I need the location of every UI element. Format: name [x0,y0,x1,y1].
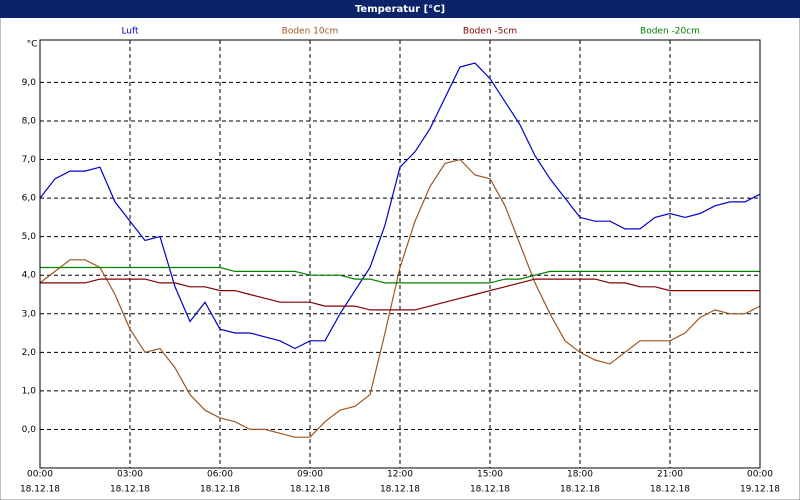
y-tick-label: 7,0 [22,155,37,165]
x-tick-date: 18.12.18 [560,485,600,495]
series-line [39,62,761,350]
grid [39,40,761,468]
y-tick-label: 5,0 [22,232,37,242]
x-tick-label: 03:00 [117,470,143,480]
y-tick-label: 8,0 [22,116,37,126]
x-tick-date: 18.12.18 [470,485,510,495]
y-tick-label: 0,0 [22,425,37,435]
x-tick-label: 18:00 [567,470,593,480]
y-tick-label: 3,0 [22,309,37,319]
x-tick-label: 21:00 [657,470,683,480]
plot-frame [39,39,761,469]
x-tick-date: 18.12.18 [20,485,60,495]
legend-entry: Boden -20cm [640,27,700,37]
x-tick-label: 00:00 [27,470,53,480]
legend-entry: Boden -5cm [463,27,517,37]
y-axis-unit: °C [27,40,38,50]
plot-lines [39,62,761,438]
x-tick-label: 15:00 [477,470,503,480]
x-tick-label: 06:00 [207,470,233,480]
x-tick-date: 18.12.18 [290,485,330,495]
y-tick-label: 2,0 [22,348,37,358]
x-tick-date: 18.12.18 [200,485,240,495]
x-tick-date: 18.12.18 [110,485,150,495]
x-tick-date: 18.12.18 [380,485,420,495]
y-tick-label: 1,0 [22,386,37,396]
y-tick-label: 6,0 [22,194,37,204]
y-tick-label: 4,0 [22,271,37,281]
legend-entry: Luft [121,27,139,37]
title-bar [0,0,800,18]
x-tick-label: 12:00 [387,470,413,480]
x-tick-label: 09:00 [297,470,323,480]
y-tick-label: 9,0 [22,78,37,88]
chart-title: Temperatur [°C] [355,4,445,15]
legend-entry: Boden 10cm [282,27,339,37]
x-tick-date: 18.12.18 [650,485,690,495]
series-line [40,278,760,311]
series-line [40,266,760,284]
x-tick-label: 00:00 [747,470,773,480]
series-line [39,158,761,438]
x-tick-date: 19.12.18 [740,485,780,495]
